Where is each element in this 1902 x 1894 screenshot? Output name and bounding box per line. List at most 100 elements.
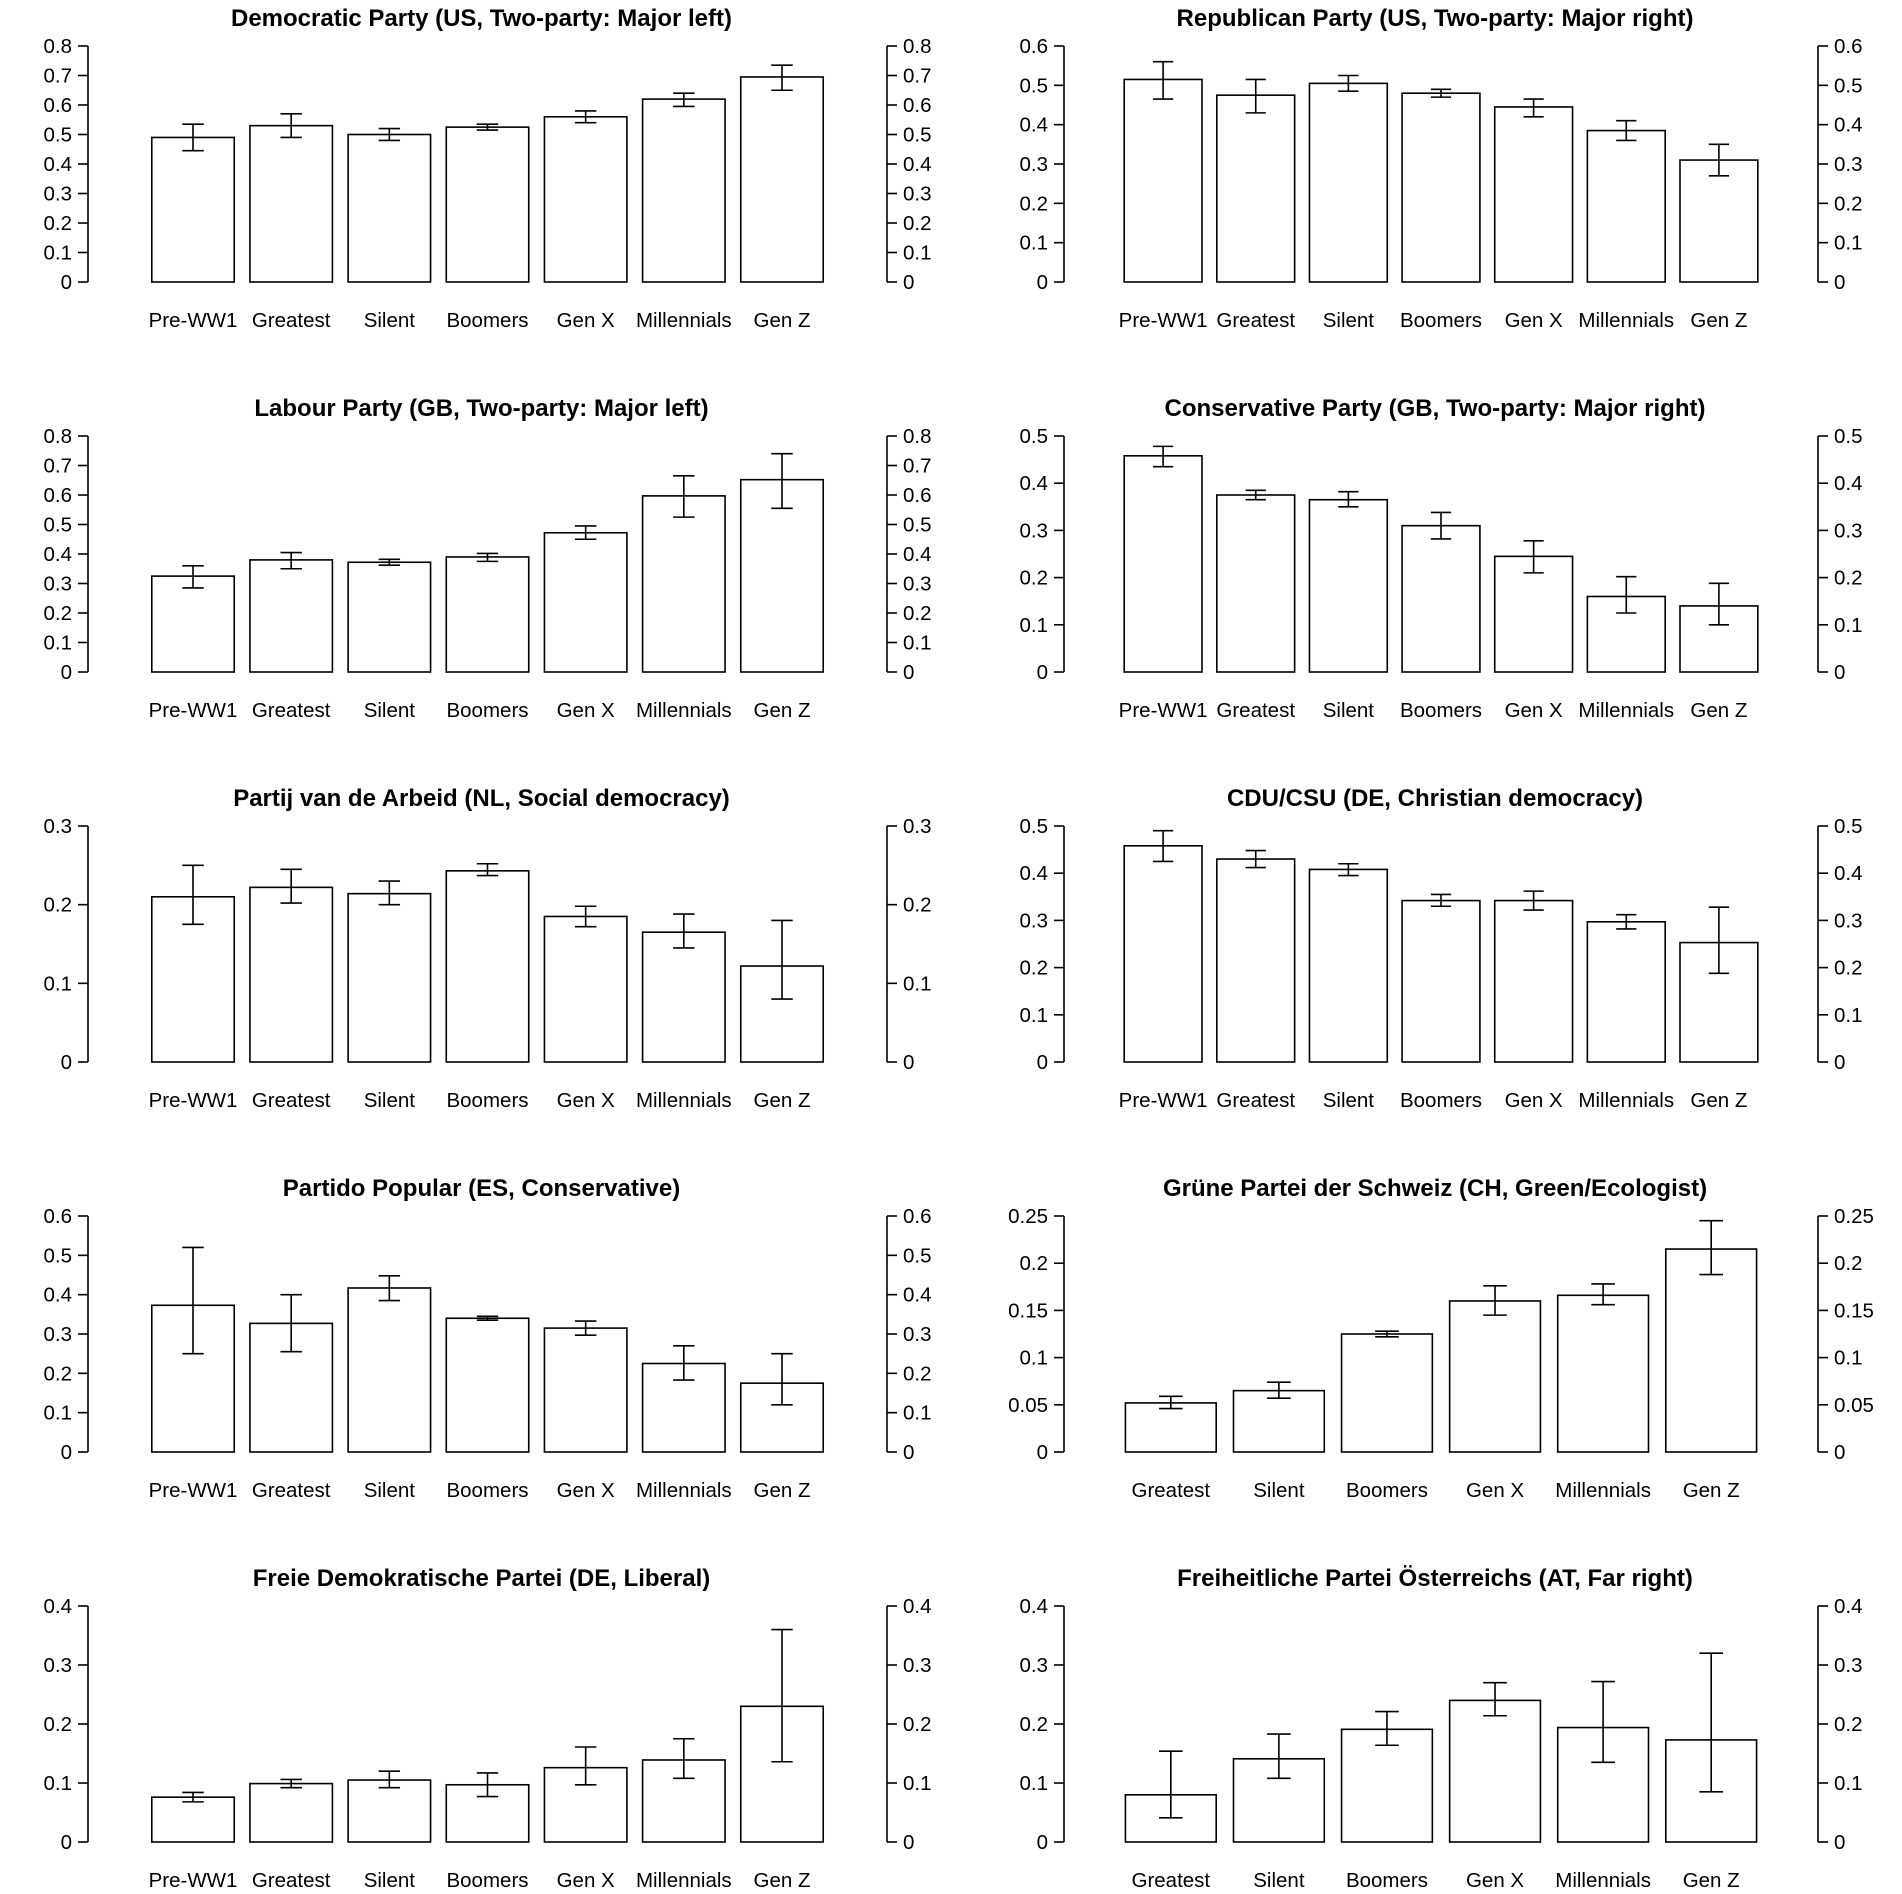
bar	[1448, 1300, 1542, 1453]
x-category-label: Pre-WW1	[149, 1089, 238, 1112]
y-tick-label-left: 0.3	[44, 1323, 73, 1346]
y-tick-label-left: 0.2	[1020, 1713, 1049, 1736]
y-tick-label-right: 0.1	[1834, 1347, 1863, 1370]
chart-panel: CDU/CSU (DE, Christian democracy) 0 0 0.1 0.…	[1020, 785, 1863, 1112]
y-tick-label-left: 0.4	[1020, 114, 1049, 137]
x-category-label: Silent	[1323, 699, 1375, 722]
bar	[641, 98, 726, 283]
y-tick-label-left: 0.8	[44, 425, 73, 448]
y-tick-label-right: 0.1	[1834, 1772, 1863, 1795]
y-tick-label-left: 0.1	[1020, 1772, 1049, 1795]
y-tick-label-right: 0	[903, 271, 914, 294]
bar	[1664, 1248, 1758, 1453]
x-category-label: Gen Z	[1683, 1479, 1740, 1502]
bar	[1493, 555, 1574, 673]
y-tick-label-right: 0.8	[903, 35, 932, 58]
y-tick-label-left: 0.4	[44, 1595, 73, 1618]
x-category-label: Millennials	[636, 699, 732, 722]
bar	[739, 76, 825, 283]
bar	[1401, 524, 1481, 673]
y-tick-label-right: 0.2	[1834, 567, 1863, 590]
y-tick-label-left: 0	[1037, 1831, 1048, 1854]
y-tick-label-left: 0.4	[44, 1284, 73, 1307]
y-tick-label-right: 0.2	[1834, 192, 1863, 215]
y-tick-label-right: 0.3	[1834, 909, 1863, 932]
bar	[1401, 92, 1481, 283]
y-tick-label-right: 0.4	[903, 1595, 932, 1618]
chart-title: Conservative Party (GB, Two-party: Major…	[1165, 395, 1706, 422]
x-category-label: Gen X	[1505, 699, 1563, 722]
y-tick-label-left: 0.25	[1008, 1205, 1048, 1228]
bar	[150, 575, 236, 673]
x-category-label: Greatest	[252, 1869, 331, 1892]
y-tick-label-right: 0	[1834, 1831, 1845, 1854]
x-category-label: Millennials	[1578, 309, 1674, 332]
y-tick-label-right: 0.5	[903, 124, 932, 147]
y-tick-label-right: 0.6	[1834, 35, 1863, 58]
chart-panel: Partij van de Arbeid (NL, Social democra…	[44, 785, 932, 1112]
x-category-label: Greatest	[1216, 309, 1295, 332]
bar	[1401, 899, 1481, 1063]
y-tick-label-right: 0.4	[1834, 472, 1863, 495]
chart-panel: Conservative Party (GB, Two-party: Major…	[1020, 395, 1863, 722]
x-category-label: Gen Z	[1690, 309, 1747, 332]
x-category-label: Gen Z	[1690, 699, 1747, 722]
bar	[1493, 106, 1574, 283]
bar	[1586, 129, 1666, 283]
x-category-label: Millennials	[1555, 1869, 1651, 1892]
y-tick-label-right: 0.3	[1834, 1654, 1863, 1677]
x-category-label: Boomers	[446, 699, 528, 722]
bar	[1679, 159, 1759, 283]
x-category-label: Silent	[1323, 309, 1375, 332]
chart-panel: Democratic Party (US, Two-party: Major l…	[44, 5, 932, 332]
y-tick-label-left: 0.1	[44, 1772, 73, 1795]
y-tick-label-left: 0	[61, 1051, 72, 1074]
y-tick-label-left: 0	[61, 271, 72, 294]
x-category-label: Silent	[364, 1089, 416, 1112]
y-tick-label-left: 0.1	[1020, 232, 1049, 255]
bar	[1123, 78, 1203, 283]
y-tick-label-right: 0	[903, 1441, 914, 1464]
bar	[347, 1287, 432, 1453]
y-tick-label-left: 0.05	[1008, 1394, 1048, 1417]
x-category-label: Gen X	[1505, 1089, 1563, 1112]
x-category-label: Millennials	[636, 1089, 732, 1112]
x-category-label: Gen Z	[1683, 1869, 1740, 1892]
bar	[249, 1782, 334, 1843]
bar	[1586, 921, 1666, 1063]
y-tick-label-left: 0.5	[1020, 425, 1049, 448]
y-tick-label-right: 0	[1834, 271, 1845, 294]
x-category-label: Gen X	[557, 1479, 615, 1502]
chart-panel: Freiheitliche Partei Österreichs (AT, Fa…	[1020, 1565, 1863, 1892]
x-category-label: Gen X	[1505, 309, 1563, 332]
y-tick-label-left: 0.4	[1020, 862, 1049, 885]
y-tick-label-right: 0.4	[903, 1284, 932, 1307]
y-tick-label-left: 0.4	[44, 153, 73, 176]
y-tick-label-left: 0.6	[44, 1205, 73, 1228]
y-tick-label-left: 0.3	[44, 573, 73, 596]
y-tick-label-left: 0	[61, 661, 72, 684]
x-category-label: Gen Z	[1690, 1089, 1747, 1112]
x-category-label: Silent	[364, 309, 416, 332]
x-category-label: Gen X	[557, 699, 615, 722]
y-tick-label-right: 0.1	[903, 972, 932, 995]
y-tick-label-right: 0.3	[1834, 519, 1863, 542]
bar	[1493, 899, 1574, 1063]
chart-panel: Labour Party (GB, Two-party: Major left)…	[44, 395, 932, 722]
x-category-label: Pre-WW1	[149, 309, 238, 332]
bar	[1556, 1294, 1650, 1453]
x-category-label: Boomers	[446, 1089, 528, 1112]
y-tick-label-left: 0	[1037, 1441, 1048, 1464]
y-tick-label-right: 0	[903, 1831, 914, 1854]
x-category-label: Boomers	[1400, 699, 1482, 722]
bar	[1340, 1333, 1434, 1453]
x-category-label: Greatest	[252, 1479, 331, 1502]
y-tick-label-right: 0.4	[1834, 862, 1863, 885]
bar	[1308, 868, 1389, 1063]
y-tick-label-left: 0.2	[1020, 567, 1049, 590]
chart-panel: Republican Party (US, Two-party: Major r…	[1020, 5, 1863, 332]
y-tick-label-right: 0.6	[903, 94, 932, 117]
y-tick-label-right: 0.2	[903, 1713, 932, 1736]
chart-title: Democratic Party (US, Two-party: Major l…	[231, 5, 732, 32]
